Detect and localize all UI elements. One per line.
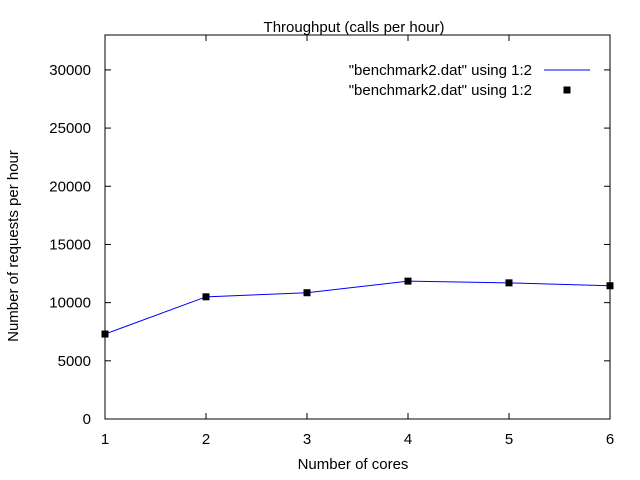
data-point-marker: [303, 289, 311, 297]
data-point-marker: [505, 279, 513, 287]
legend-label-line: "benchmark2.dat" using 1:2: [349, 62, 532, 79]
data-point-marker: [404, 277, 412, 285]
y-tick-label: 10000: [49, 295, 91, 312]
x-tick-label: 3: [303, 431, 311, 448]
y-tick-label: 30000: [49, 62, 91, 79]
x-tick-label: 2: [202, 431, 210, 448]
legend: "benchmark2.dat" using 1:2 "benchmark2.d…: [349, 62, 590, 99]
legend-label-points: "benchmark2.dat" using 1:2: [349, 82, 532, 99]
data-point-marker: [606, 282, 614, 290]
data-point-marker: [101, 330, 109, 338]
y-tick-label: 20000: [49, 178, 91, 195]
data-point-marker: [202, 293, 210, 301]
plot-frame: [104, 34, 611, 420]
y-axis: 0 5000 10000 15000 20000 25000 30000: [49, 62, 610, 428]
y-axis-label: Number of requests per hour: [5, 150, 22, 342]
chart-title: Throughput (calls per hour): [264, 19, 445, 36]
x-axis: 1 2 3 4 5 6: [101, 35, 614, 448]
y-tick-label: 5000: [58, 353, 91, 370]
series-line: [104, 280, 611, 335]
x-tick-label: 5: [505, 431, 513, 448]
legend-point-sample: [563, 86, 571, 94]
x-tick-label: 6: [606, 431, 614, 448]
x-axis-label: Number of cores: [298, 456, 409, 473]
x-tick-label: 4: [404, 431, 412, 448]
plot-area: 0 5000 10000 15000 20000 25000 30000 1 2 3 4 5 6: [49, 34, 614, 448]
series-layer: [101, 277, 614, 338]
y-tick-label: 15000: [49, 236, 91, 253]
y-tick-label: 0: [83, 411, 91, 428]
x-tick-label: 1: [101, 431, 109, 448]
y-tick-label: 25000: [49, 120, 91, 137]
